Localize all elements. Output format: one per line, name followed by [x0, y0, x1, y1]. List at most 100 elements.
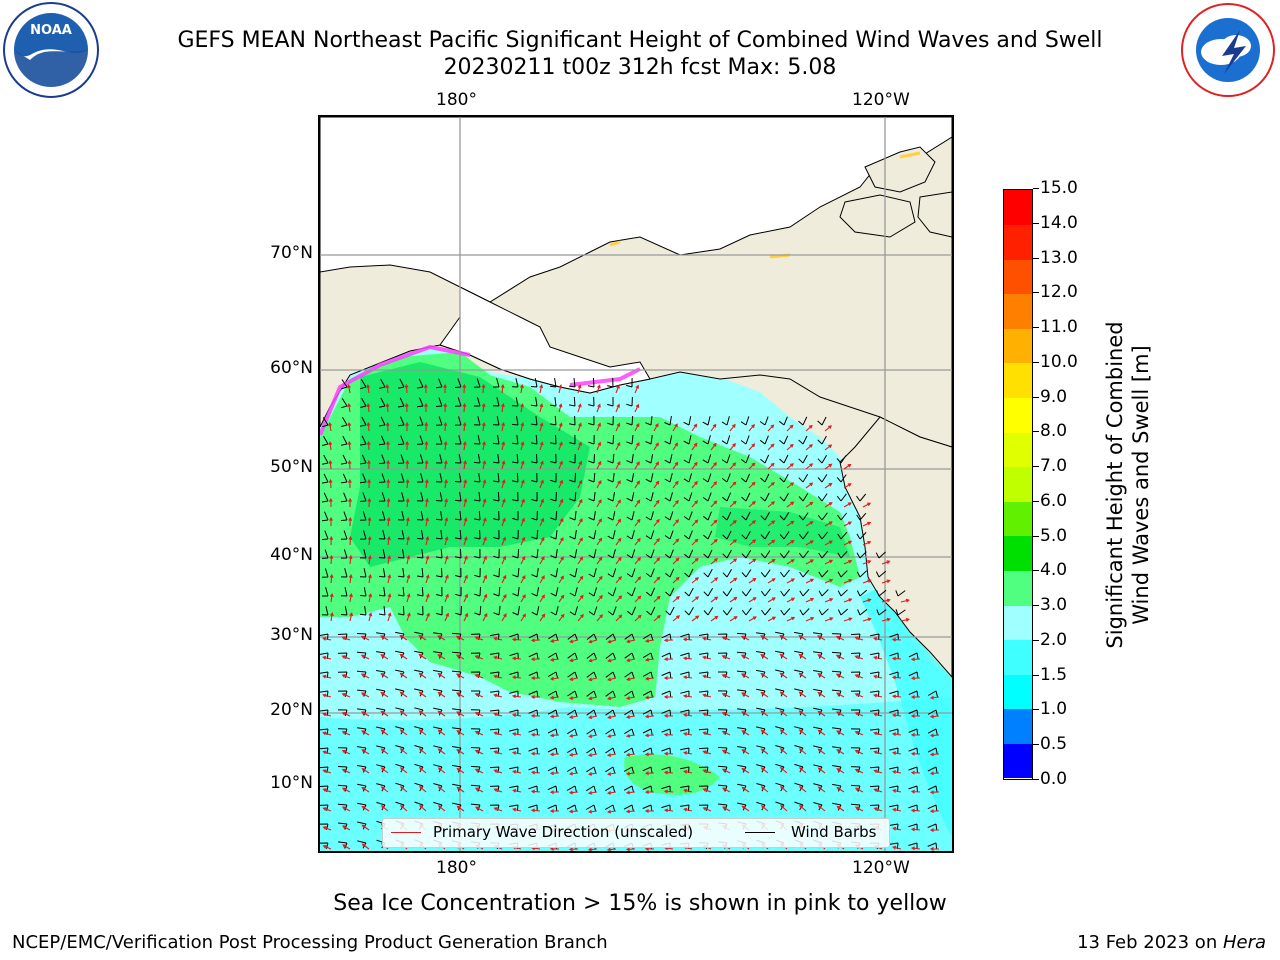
wind-barb — [359, 568, 367, 578]
wave-direction-arrow — [588, 715, 598, 720]
wind-barb — [760, 454, 770, 464]
wind-barb — [474, 548, 481, 559]
wave-direction-arrow — [530, 638, 541, 643]
wind-barb — [547, 709, 558, 717]
wave-direction-arrow — [748, 558, 757, 565]
wind-barb — [927, 690, 938, 697]
colorbar-segment — [1004, 362, 1032, 399]
wind-barb — [474, 529, 481, 540]
wave-direction-arrow — [405, 421, 409, 431]
wind-barb — [642, 671, 653, 678]
wind-barb — [721, 435, 731, 445]
wave-direction-arrow — [702, 807, 712, 812]
wind-barb — [470, 784, 481, 792]
wave-direction-arrow — [322, 807, 332, 812]
wind-barb — [547, 766, 558, 773]
wave-direction-arrow — [462, 421, 467, 432]
wave-direction-arrow — [424, 478, 429, 489]
wave-direction-arrow — [702, 731, 712, 736]
wind-barb — [548, 633, 559, 640]
wind-barb — [474, 567, 481, 578]
wave-direction-arrow — [760, 767, 769, 774]
wave-direction-arrow — [836, 786, 845, 793]
wave-direction-arrow — [456, 786, 465, 793]
wave-direction-arrow — [862, 560, 872, 565]
wind-barb — [435, 378, 443, 389]
wind-barb — [850, 766, 861, 773]
wind-barb — [588, 511, 596, 521]
wind-barb — [340, 606, 348, 616]
wave-direction-arrow — [588, 677, 598, 682]
wind-barb — [451, 651, 462, 659]
wave-direction-arrow — [539, 594, 545, 603]
wave-direction-arrow — [425, 536, 430, 546]
wind-barb — [908, 690, 919, 697]
wave-direction-arrow — [817, 729, 826, 736]
wave-direction-arrow — [862, 502, 872, 508]
wind-barb — [341, 454, 348, 465]
wave-direction-arrow — [399, 653, 408, 660]
wave-direction-arrow — [341, 730, 351, 736]
wave-direction-arrow — [615, 480, 621, 489]
wave-direction-arrow — [799, 767, 807, 774]
wave-direction-arrow — [786, 443, 794, 451]
wind-barb — [492, 397, 500, 407]
wave-direction-arrow — [836, 805, 845, 812]
wave-direction-arrow — [424, 440, 429, 451]
wind-barb — [320, 842, 329, 849]
wave-direction-arrow — [892, 807, 902, 812]
wave-direction-arrow — [835, 635, 845, 641]
wave-direction-arrow — [596, 403, 601, 413]
wind-barb — [588, 568, 597, 578]
wave-direction-arrow — [721, 692, 731, 698]
wind-barb — [512, 511, 519, 521]
wave-direction-arrow — [387, 593, 392, 603]
wind-barb — [322, 454, 329, 465]
wave-direction-arrow — [463, 517, 468, 527]
wave-direction-arrow — [558, 498, 564, 508]
wave-direction-arrow — [493, 674, 503, 679]
wind-barb — [837, 531, 848, 540]
wave-direction-arrow — [748, 577, 757, 584]
wind-barb — [683, 492, 693, 502]
colorbar-tick-label: 8.0 — [1032, 421, 1068, 442]
wave-direction-arrow — [493, 636, 503, 641]
wind-barb — [454, 473, 462, 483]
wave-direction-arrow — [892, 826, 902, 831]
wind-barb — [779, 473, 789, 483]
wave-direction-arrow — [474, 711, 484, 717]
legend-wave-label: Primary Wave Direction (unscaled) — [433, 823, 694, 841]
wind-barb — [567, 671, 578, 678]
wave-direction-arrow — [760, 691, 769, 698]
wave-direction-arrow — [493, 655, 503, 660]
wind-barb — [338, 822, 348, 830]
wave-direction-arrow — [361, 749, 370, 755]
wave-direction-arrow — [780, 785, 788, 793]
wave-direction-arrow — [836, 749, 845, 755]
wave-direction-arrow — [361, 692, 370, 698]
wind-barb — [473, 416, 481, 426]
wave-direction-arrow — [615, 595, 623, 603]
wave-direction-arrow — [634, 576, 642, 584]
wind-barb — [642, 690, 653, 697]
wave-direction-arrow — [767, 616, 777, 622]
wind-barb — [702, 511, 712, 521]
wind-barb — [341, 416, 348, 427]
colorbar-segment — [1004, 466, 1032, 502]
wind-barb — [586, 766, 597, 773]
wind-barb — [908, 766, 918, 774]
wind-barb — [889, 633, 899, 641]
wave-direction-arrow — [425, 497, 429, 508]
wind-barb — [683, 416, 692, 426]
wind-barb — [741, 607, 752, 616]
wave-direction-arrow — [682, 656, 693, 661]
wave-direction-arrow — [501, 441, 506, 451]
wave-direction-arrow — [873, 731, 883, 736]
wind-barb — [378, 454, 386, 465]
wave-direction-arrow — [425, 593, 430, 603]
wave-direction-arrow — [322, 826, 332, 831]
wave-direction-arrow — [929, 771, 940, 776]
wind-barb — [588, 492, 596, 502]
wind-barb — [588, 587, 598, 597]
wave-direction-arrow — [929, 809, 940, 814]
